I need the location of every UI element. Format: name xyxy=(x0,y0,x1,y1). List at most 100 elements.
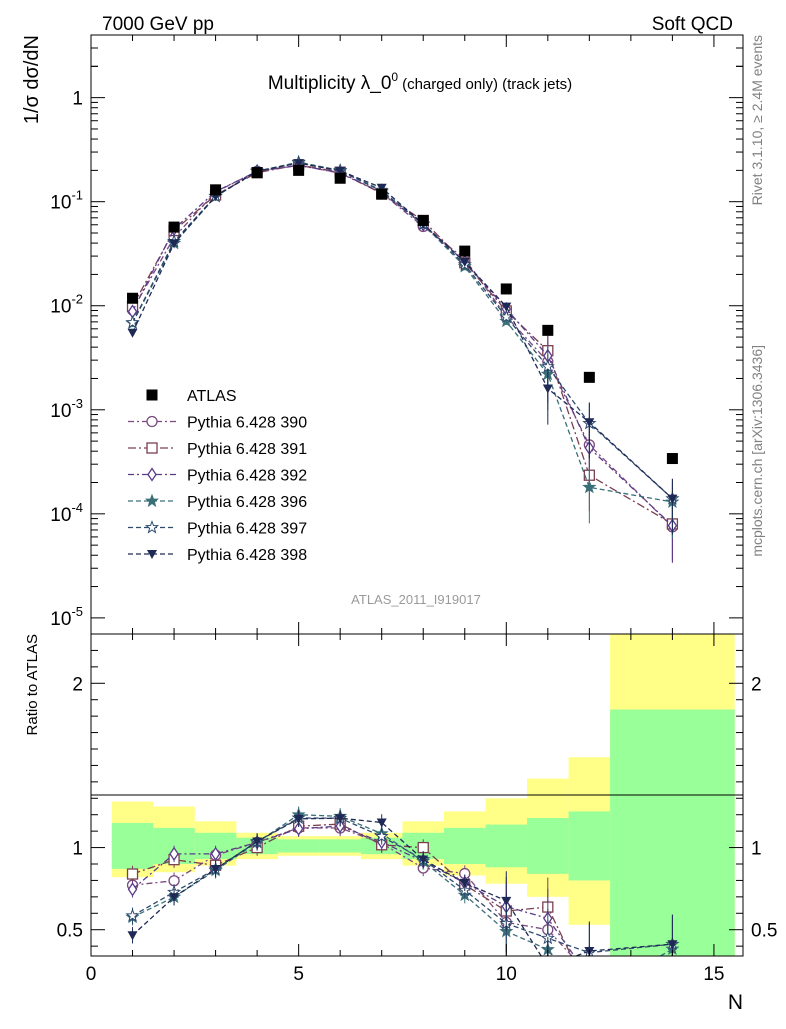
marker xyxy=(418,855,429,865)
marker xyxy=(293,159,304,169)
marker xyxy=(543,963,553,972)
marker xyxy=(583,371,595,383)
rivet-version-label: Rivet 3.1.10, ≥ 2.4M events xyxy=(749,35,765,205)
marker xyxy=(374,828,389,843)
marker xyxy=(376,188,388,200)
ratio-tick-label-right: 2 xyxy=(751,674,762,695)
marker xyxy=(666,453,678,465)
marker xyxy=(417,214,429,226)
legend-label-atlas: ATLAS xyxy=(187,388,237,405)
ratio-series-group xyxy=(125,806,680,1002)
marker xyxy=(500,283,512,295)
x-tick-label: 0 xyxy=(86,964,97,985)
marker xyxy=(335,814,346,824)
legend-label: Pythia 6.428 391 xyxy=(187,441,307,458)
y-tick-label: 10-5 xyxy=(50,604,83,630)
legend-label: Pythia 6.428 390 xyxy=(187,415,307,432)
marker xyxy=(125,315,140,329)
y-axis-label: 1/σ dσ/dN xyxy=(21,35,43,124)
ratio-plot-frame xyxy=(90,633,744,957)
legend-label: Pythia 6.428 396 xyxy=(187,494,307,511)
marker xyxy=(542,384,553,394)
marker xyxy=(127,931,138,941)
marker xyxy=(459,245,471,257)
legend-label: Pythia 6.428 392 xyxy=(187,468,307,485)
ratio-tick-label-left: 1 xyxy=(72,839,83,860)
marker xyxy=(168,221,180,233)
y-tick-label: 10-1 xyxy=(50,188,83,214)
x-tick-label: 5 xyxy=(293,964,304,985)
mcplots-label: mcplots.cern.ch [arXiv:1306.3436] xyxy=(749,345,765,557)
ratio-y-axis-label: Ratio to ATLAS xyxy=(24,634,41,735)
y-tick-label: 10-3 xyxy=(50,396,83,422)
main-ticks xyxy=(90,34,743,634)
ratio-tick-label-right: 1 xyxy=(751,839,762,860)
marker xyxy=(125,908,140,922)
marker xyxy=(584,988,594,998)
marker xyxy=(459,258,470,268)
marker xyxy=(668,969,676,981)
watermark: ATLAS_2011_I919017 xyxy=(351,592,481,607)
ratio-uncertainty-bands xyxy=(111,634,735,956)
marker xyxy=(146,415,158,428)
y-tick-label: 1 xyxy=(72,89,83,110)
inner-band xyxy=(111,822,154,869)
inner-band xyxy=(568,811,611,881)
main-plot-frame xyxy=(90,34,744,635)
x-axis-label: N xyxy=(728,991,743,1014)
marker xyxy=(169,846,179,862)
marker xyxy=(251,167,263,179)
legend-label: Pythia 6.428 397 xyxy=(187,521,307,538)
marker xyxy=(127,292,139,304)
marker xyxy=(501,302,512,312)
inner-band xyxy=(527,818,569,874)
chart-title: Multiplicity λ_00 (charged only) (track j… xyxy=(268,70,572,94)
marker xyxy=(667,494,678,504)
marker xyxy=(376,183,387,193)
marker xyxy=(210,865,221,875)
marker xyxy=(146,389,158,401)
marker xyxy=(146,442,158,454)
ratio-ticks: 0 5 10 15 0.5 0.5 1 1 2 2 xyxy=(57,634,777,985)
x-tick-label: 10 xyxy=(496,964,517,985)
marker xyxy=(144,493,160,508)
ratio-panel: 0 5 10 15 0.5 0.5 1 1 2 2 Ratio to ATLAS N xyxy=(24,633,777,1014)
marker xyxy=(667,971,677,981)
marker xyxy=(584,970,594,980)
marker xyxy=(582,479,597,494)
series-pythia-6-428-398 xyxy=(127,159,678,535)
marker xyxy=(376,818,387,828)
legend: ATLAS Pythia 6.428 390 Pythia 6.428 391 Pyt… xyxy=(128,388,307,564)
marker xyxy=(584,991,596,1002)
x-tick-label: 15 xyxy=(703,964,724,985)
marker xyxy=(169,239,180,249)
marker xyxy=(210,184,222,196)
marker xyxy=(252,837,263,847)
marker xyxy=(667,968,677,978)
marker xyxy=(147,467,157,482)
ratio-tick-label-left: 2 xyxy=(72,674,83,695)
marker xyxy=(293,814,304,824)
y-tick-label: 10-4 xyxy=(50,500,83,526)
marker xyxy=(147,550,157,559)
ratio-tick-label-right: 0.5 xyxy=(751,921,777,942)
marker xyxy=(126,868,139,880)
marker xyxy=(501,896,512,906)
legend-label: Pythia 6.428 398 xyxy=(187,547,307,564)
atlas-data-points xyxy=(127,164,678,465)
inner-band xyxy=(485,824,528,868)
marker xyxy=(585,971,593,983)
marker xyxy=(293,821,304,836)
marker xyxy=(667,940,678,950)
inner-band xyxy=(277,839,320,853)
marker xyxy=(335,166,346,176)
inner-band xyxy=(319,839,361,853)
marker xyxy=(127,882,138,897)
marker xyxy=(334,172,346,184)
inner-band xyxy=(443,827,486,864)
marker xyxy=(542,324,554,336)
main-y-tick-labels: 10-5 10-4 10-3 10-2 10-1 1 xyxy=(50,89,83,630)
marker xyxy=(127,328,138,338)
marker xyxy=(584,418,595,428)
